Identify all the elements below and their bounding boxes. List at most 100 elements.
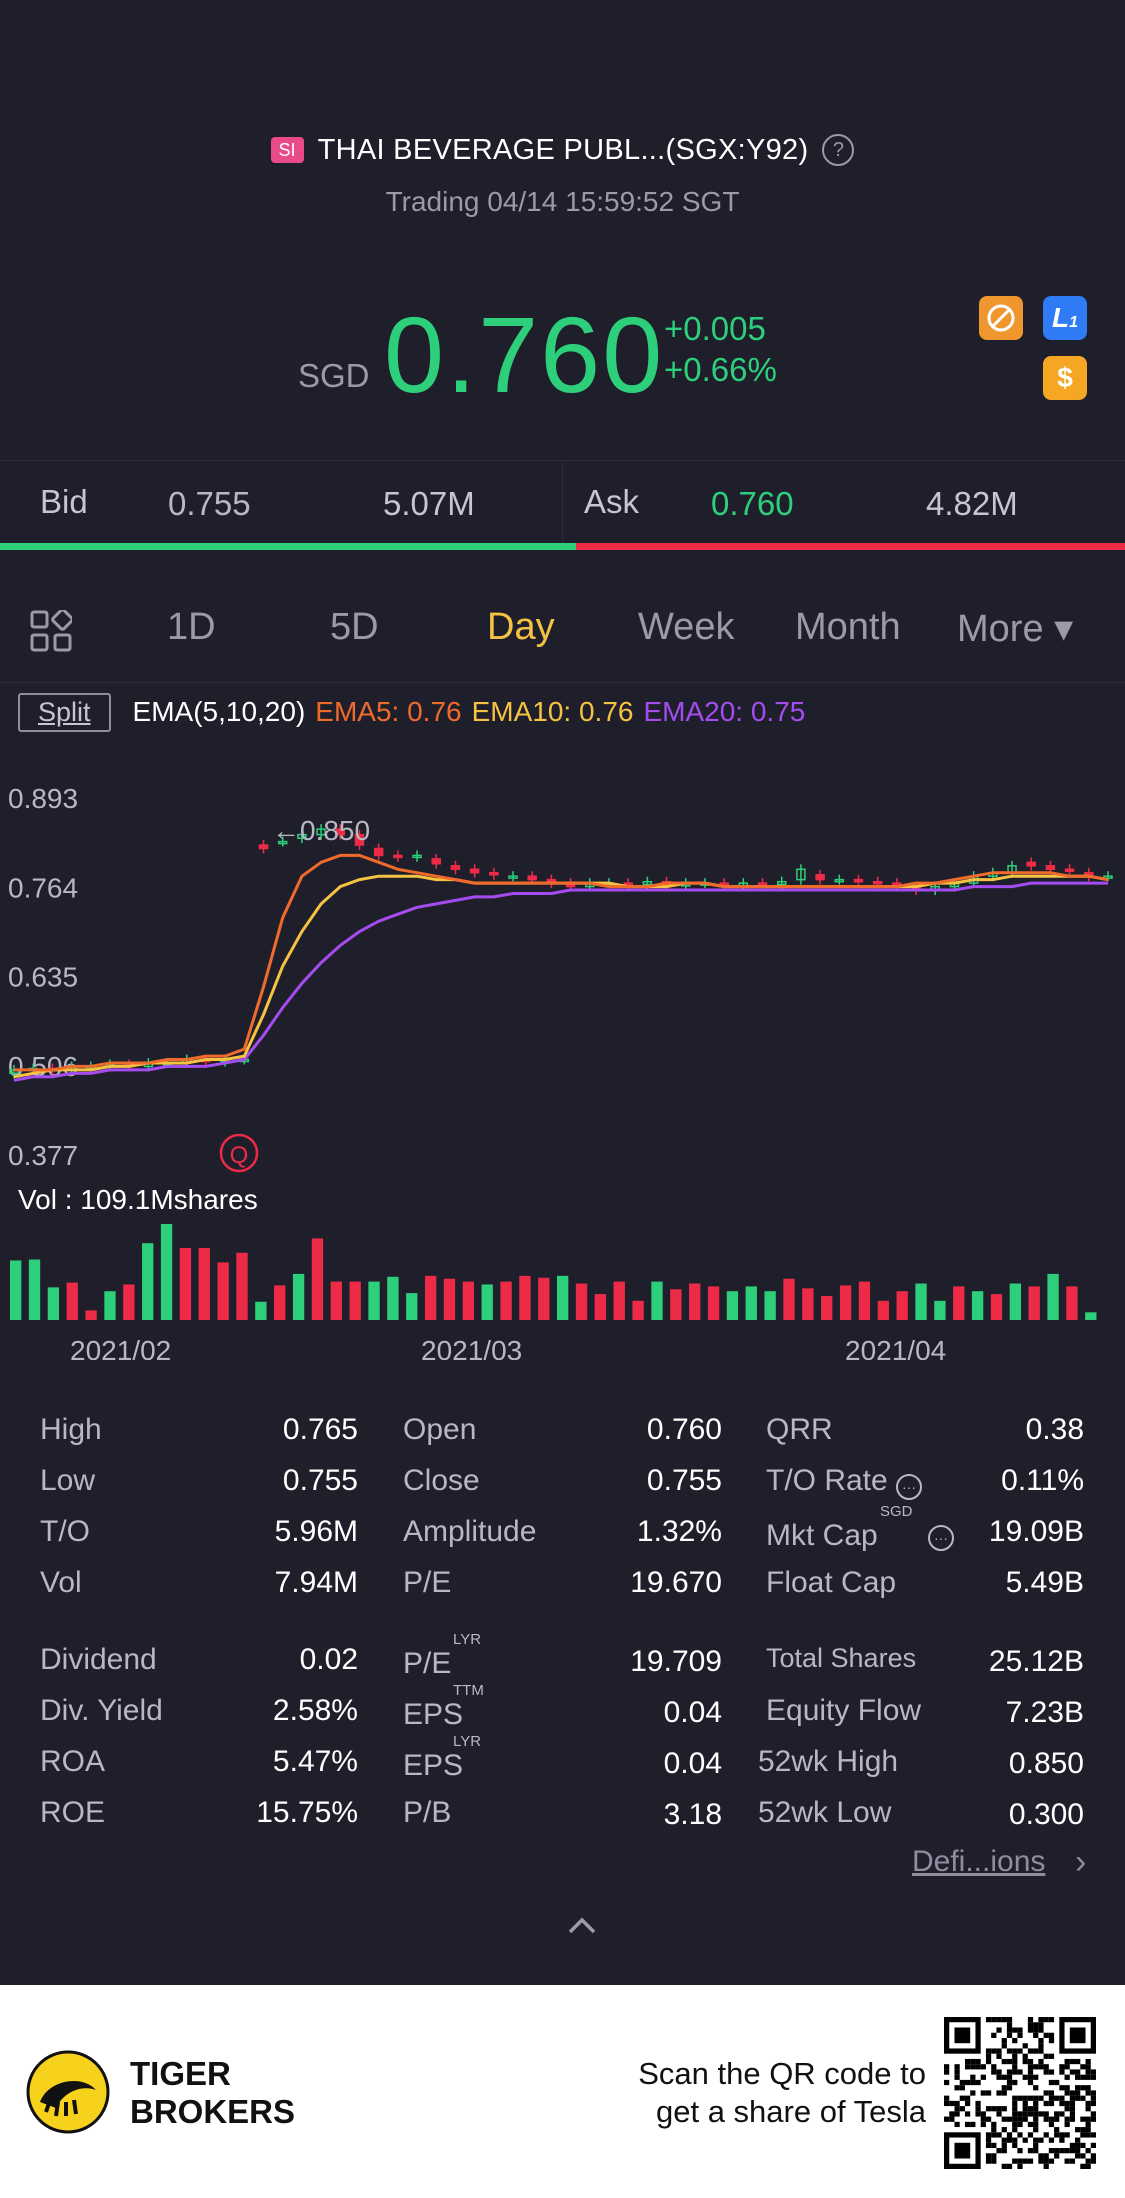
qr-module	[991, 2017, 997, 2023]
qr-module	[970, 2079, 976, 2086]
candle	[335, 828, 346, 836]
qr-module	[1085, 2116, 1091, 2122]
qr-module	[1059, 2148, 1065, 2154]
qr-code-icon[interactable]	[944, 2017, 1096, 2169]
bid-ask-divider	[562, 461, 563, 545]
info-icon[interactable]: ···	[928, 1525, 954, 1551]
volume-bar	[519, 1275, 531, 1320]
volume-bars	[10, 1224, 1097, 1320]
qr-module	[1038, 2027, 1044, 2033]
qr-module	[1085, 2058, 1091, 2065]
qr-module	[985, 2053, 992, 2059]
tab-month[interactable]: Month	[795, 606, 901, 648]
qr-module	[1043, 2017, 1049, 2023]
qr-module	[1033, 2142, 1039, 2149]
qr-module	[1001, 2148, 1007, 2154]
qr-module	[1069, 2095, 1076, 2101]
qr-module	[985, 2048, 992, 2054]
volume-bar	[66, 1282, 78, 1320]
qr-module	[1064, 2106, 1070, 2112]
no-shorting-icon[interactable]	[979, 296, 1023, 340]
qr-module	[1054, 2132, 1060, 2138]
qr-module	[1090, 2100, 1096, 2107]
volume-bar	[1047, 1273, 1059, 1320]
candle	[431, 858, 441, 865]
qr-module	[1059, 2069, 1065, 2075]
chevron-right-icon[interactable]: ›	[1075, 1843, 1087, 1881]
promo-banner[interactable]: TIGER BROKERS Scan the QR code to get a …	[0, 1985, 1125, 2198]
stat-label: ROE	[40, 1796, 106, 1829]
qr-module	[1017, 2163, 1023, 2169]
qr-module	[996, 2090, 1002, 2096]
ema-indicator-label[interactable]: EMA(5,10,20)	[132, 696, 306, 727]
candle	[1045, 865, 1056, 871]
candle	[872, 880, 883, 885]
qr-module	[1027, 2079, 1034, 2086]
qr-module	[1090, 2090, 1096, 2096]
qr-module	[1075, 2090, 1081, 2096]
qr-module	[1048, 2037, 1055, 2044]
qr-module	[1027, 2064, 1034, 2070]
stat-label: Close	[403, 1464, 480, 1497]
qr-module	[1069, 2116, 1076, 2122]
qr-finder-core	[954, 2142, 971, 2159]
candle	[776, 880, 787, 886]
qr-module	[980, 2116, 986, 2122]
qr-module	[1043, 2163, 1049, 2169]
volume-bar	[85, 1310, 97, 1320]
qr-module	[1006, 2069, 1013, 2075]
qr-module	[1085, 2121, 1091, 2128]
volume-bar	[292, 1273, 305, 1320]
qr-module	[1027, 2095, 1034, 2101]
qr-module	[954, 2121, 960, 2128]
qr-module	[991, 2032, 997, 2038]
chevron-up-icon[interactable]	[562, 1910, 602, 1940]
dollar-icon[interactable]: $	[1043, 356, 1087, 400]
definitions-link[interactable]: Defi...ions	[912, 1845, 1046, 1878]
tab-1d[interactable]: 1D	[167, 606, 216, 648]
qr-module	[1022, 2095, 1028, 2101]
tab-5d[interactable]: 5D	[330, 606, 379, 648]
volume-bar	[387, 1276, 399, 1320]
tab-week[interactable]: Week	[638, 606, 735, 648]
help-icon[interactable]: ?	[822, 134, 855, 166]
candle	[316, 828, 326, 836]
qr-module	[944, 2116, 950, 2122]
volume-bar	[953, 1286, 965, 1320]
split-button[interactable]: Split	[18, 692, 111, 732]
grid-icon[interactable]	[30, 610, 72, 652]
event-marker-icon[interactable]: Q	[219, 1133, 259, 1173]
volume-bar	[424, 1275, 437, 1320]
qr-module	[1027, 2121, 1034, 2128]
stat-label-superscript: SGD	[880, 1503, 913, 1520]
stock-title[interactable]: THAI BEVERAGE PUBL...(SGX:Y92)	[317, 133, 809, 166]
title-row[interactable]: SI THAI BEVERAGE PUBL...(SGX:Y92) ?	[0, 130, 1125, 170]
qr-module	[1038, 2064, 1044, 2070]
period-tabs: 1D 5D Day Week Month More ▾	[0, 580, 1125, 680]
volume-bar	[28, 1259, 41, 1320]
tab-more[interactable]: More ▾	[957, 608, 1074, 650]
qr-module	[1012, 2116, 1018, 2122]
qr-module	[1027, 2074, 1034, 2080]
ema-lines	[13, 853, 1109, 1082]
volume-bar	[783, 1278, 795, 1320]
volume-bar	[160, 1224, 173, 1320]
qr-module	[991, 2153, 997, 2159]
volume-bar	[349, 1281, 361, 1320]
stat-value: 0.755	[282, 1464, 358, 1497]
tab-day[interactable]: Day	[487, 606, 555, 648]
qr-module	[1090, 2132, 1096, 2138]
info-icon[interactable]: ···	[896, 1474, 922, 1500]
volume-bar	[858, 1281, 871, 1320]
qr-module	[1001, 2037, 1007, 2044]
volume-bar	[990, 1294, 1003, 1320]
qr-module	[1012, 2037, 1018, 2044]
qr-module	[1012, 2064, 1018, 2070]
y-tick-label: 0.635	[8, 962, 78, 993]
qr-module	[1043, 2053, 1049, 2059]
brand-line-1: TIGER	[130, 2055, 231, 2092]
stat-value: 7.94M	[274, 1566, 358, 1599]
volume-bar	[745, 1286, 757, 1320]
